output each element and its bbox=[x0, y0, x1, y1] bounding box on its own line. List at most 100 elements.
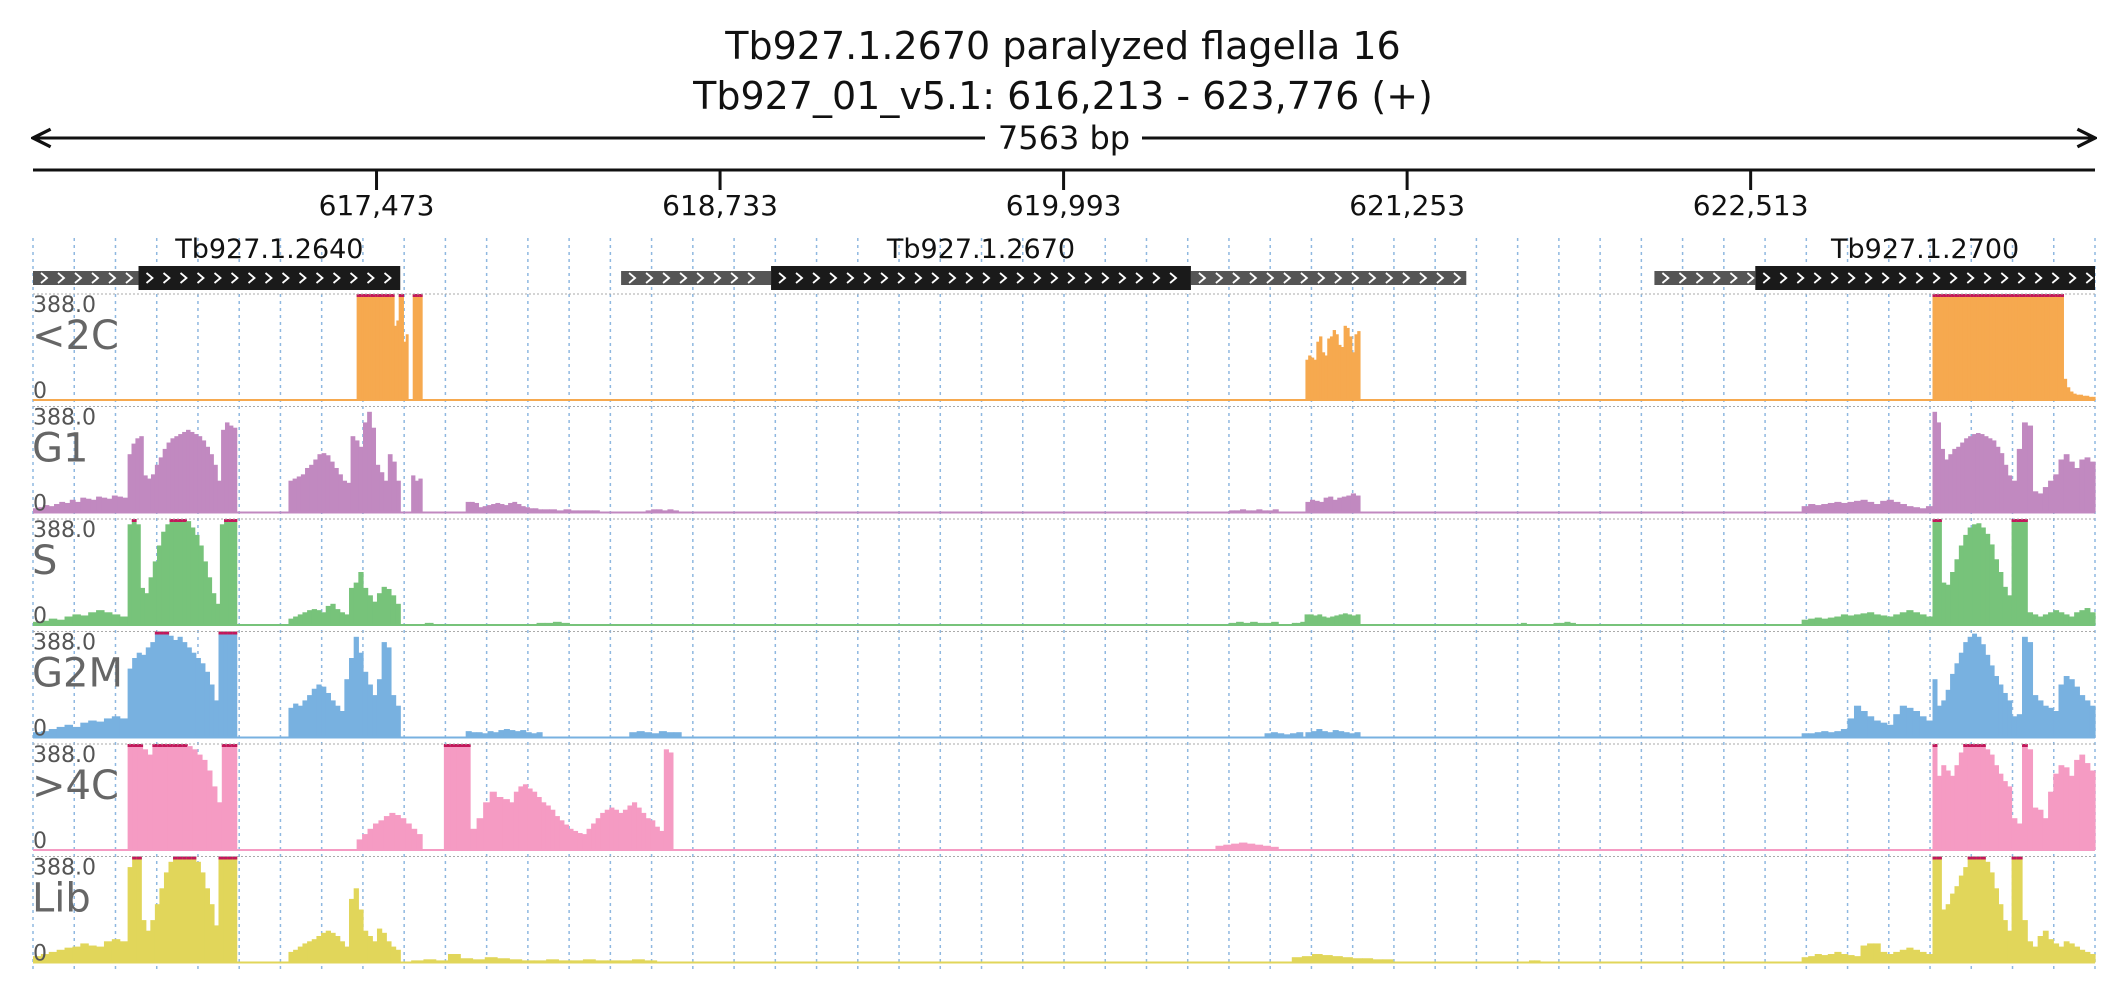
coverage-bar bbox=[522, 784, 529, 850]
coverage-bar bbox=[1354, 334, 1358, 400]
locus-title: Tb927_01_v5.1: 616,213 - 623,776 (+) bbox=[693, 74, 1433, 118]
coverage-bar bbox=[636, 807, 642, 850]
coverage-bar bbox=[379, 294, 383, 400]
coverage-bar bbox=[173, 519, 179, 625]
coverage-bar bbox=[586, 828, 592, 850]
coverage-bar bbox=[651, 733, 660, 738]
strand-chevron bbox=[1695, 272, 1704, 284]
strand-chevron bbox=[40, 272, 49, 284]
coverage-bar bbox=[362, 587, 369, 625]
clip-marker bbox=[2011, 856, 2018, 860]
coverage-tracks: 388.0<2C0388.0G10388.0S0388.0G2M0388.0>4… bbox=[32, 293, 2096, 967]
utr-block bbox=[1654, 271, 1756, 285]
coverage-bar bbox=[207, 577, 213, 625]
clip-marker bbox=[173, 856, 179, 860]
coverage-bar bbox=[550, 809, 556, 850]
coverage-bar bbox=[349, 898, 355, 963]
coverage-bar bbox=[1972, 633, 1978, 738]
coverage-bar bbox=[1346, 327, 1350, 400]
coverage-bar bbox=[379, 472, 385, 513]
coverage-bar bbox=[1983, 436, 1989, 513]
strand-chevron bbox=[1881, 272, 1890, 284]
coverage-bar bbox=[33, 732, 42, 738]
strand-chevron bbox=[1198, 272, 1207, 284]
coverage-bar bbox=[424, 622, 430, 625]
coverage-bar bbox=[203, 561, 208, 625]
strand-chevron bbox=[2068, 272, 2077, 284]
coverage-bar bbox=[1215, 845, 1224, 850]
clip-marker bbox=[1995, 294, 1999, 297]
coverage-bar bbox=[503, 729, 510, 738]
coverage-bar bbox=[2003, 464, 2009, 513]
coverage-bar bbox=[334, 467, 339, 513]
coverage-bar bbox=[2016, 714, 2023, 738]
clip-marker bbox=[228, 519, 234, 522]
coverage-bar bbox=[1925, 954, 1934, 963]
strand-chevron bbox=[1135, 272, 1144, 284]
coverage-bar bbox=[1310, 357, 1315, 400]
coverage-bar bbox=[163, 631, 170, 738]
coverage-bar bbox=[38, 507, 45, 513]
clip-marker bbox=[417, 294, 421, 297]
clip-marker bbox=[1963, 744, 1969, 747]
coverage-bar bbox=[227, 631, 233, 738]
coverage-bar bbox=[1972, 524, 1978, 625]
coverage-bar bbox=[311, 688, 318, 738]
coverage-bar bbox=[96, 496, 102, 513]
coverage-bar bbox=[618, 812, 624, 850]
coverage-bar bbox=[1954, 294, 1958, 400]
clip-marker bbox=[1967, 856, 1973, 860]
coverage-bar bbox=[387, 454, 393, 513]
coverage-bar bbox=[2074, 686, 2080, 738]
coverage-bar bbox=[88, 612, 97, 625]
coverage-bar bbox=[2032, 946, 2039, 963]
coverage-bar bbox=[417, 294, 421, 400]
coverage-bar bbox=[629, 732, 638, 738]
coverage-bar bbox=[1352, 958, 1364, 963]
coverage-bar bbox=[1357, 331, 1361, 400]
coverage-bar bbox=[435, 960, 449, 963]
strand-chevron bbox=[1453, 272, 1462, 284]
coverage-bar bbox=[1987, 438, 1993, 513]
track-name: <2C bbox=[32, 313, 119, 359]
coverage-bar bbox=[549, 509, 557, 513]
coverage-bar bbox=[398, 294, 402, 400]
coverage-bar bbox=[1932, 411, 1938, 513]
coverage-bar bbox=[182, 744, 188, 850]
clip-marker bbox=[365, 294, 369, 297]
gene-model: Tb927.1.2670 bbox=[621, 234, 1467, 290]
coverage-bar bbox=[2027, 294, 2032, 400]
coverage-bar bbox=[645, 510, 652, 513]
coverage-bar bbox=[372, 823, 380, 850]
coverage-bar bbox=[1382, 959, 1394, 963]
coverage-bar bbox=[307, 610, 313, 625]
strand-chevron bbox=[179, 272, 188, 284]
coverage-bar bbox=[1940, 448, 1945, 513]
clip-marker bbox=[182, 744, 188, 747]
coverage-bar bbox=[339, 711, 345, 738]
coverage-bar bbox=[1238, 842, 1248, 850]
clip-marker bbox=[2052, 294, 2056, 297]
clip-marker bbox=[2022, 294, 2026, 297]
coverage-bar bbox=[1912, 612, 1921, 625]
coverage-bar bbox=[1277, 733, 1285, 738]
coverage-bar bbox=[1283, 734, 1291, 738]
coverage-bar bbox=[350, 436, 356, 513]
coverage-bar bbox=[1351, 352, 1356, 400]
coverage-bar bbox=[483, 802, 491, 850]
coverage-bar bbox=[122, 497, 129, 513]
coverage-bar bbox=[344, 679, 350, 738]
coverage-bar bbox=[382, 294, 386, 400]
coverage-bar bbox=[541, 802, 547, 850]
coverage-bar bbox=[75, 501, 81, 513]
coverage-bar bbox=[2053, 474, 2060, 513]
coverage-bar bbox=[394, 815, 401, 850]
coverage-bar bbox=[2084, 763, 2091, 850]
coverage-bar bbox=[293, 616, 299, 625]
coverage-bar bbox=[2068, 943, 2075, 963]
coverage-bar bbox=[577, 510, 586, 513]
coverage-bar bbox=[1834, 951, 1842, 963]
coverage-bar bbox=[1954, 559, 1960, 625]
span-indicator: 7563 bp bbox=[33, 119, 2095, 157]
coverage-bar bbox=[305, 467, 310, 513]
